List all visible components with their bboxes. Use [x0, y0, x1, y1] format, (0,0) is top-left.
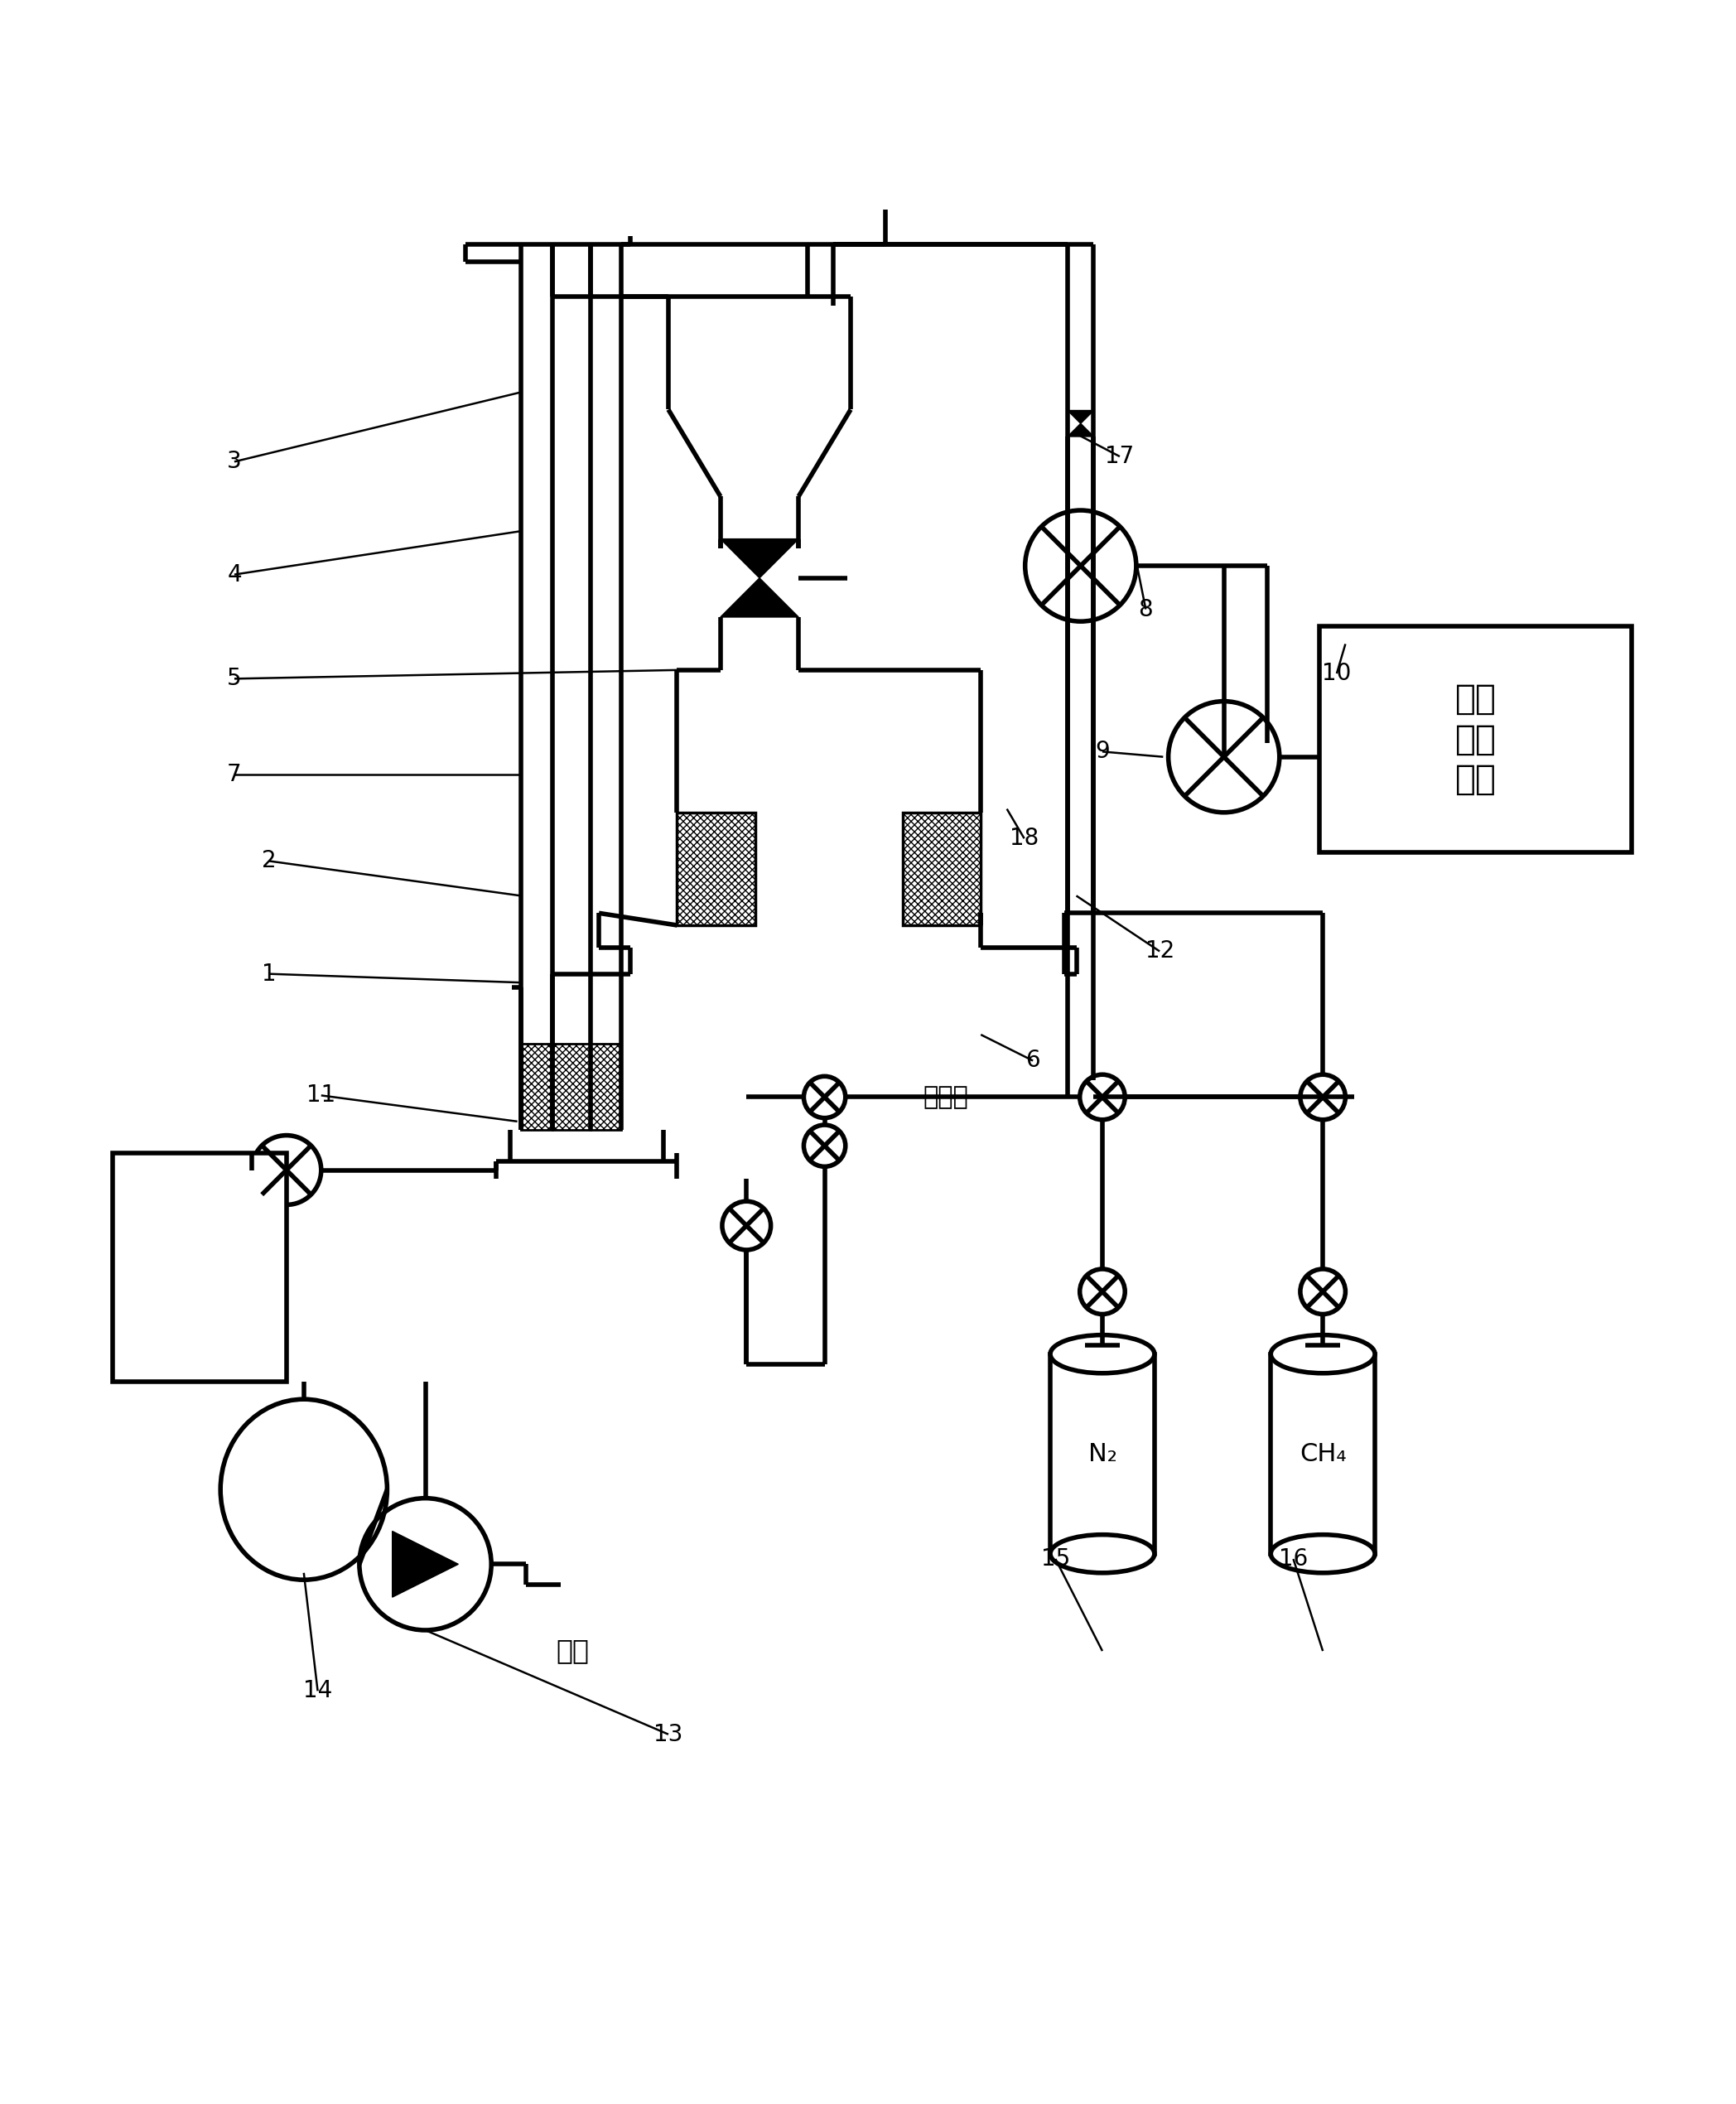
Text: 12: 12 [1146, 940, 1174, 964]
Text: 13: 13 [654, 1723, 682, 1746]
Text: 9: 9 [1095, 741, 1109, 764]
Text: 10: 10 [1323, 663, 1351, 686]
Polygon shape [1068, 410, 1094, 423]
Text: 15: 15 [1042, 1546, 1069, 1570]
Text: 11: 11 [307, 1084, 335, 1107]
Bar [521, 1044, 552, 1130]
Text: 5: 5 [227, 667, 241, 690]
Bar [903, 812, 981, 926]
Text: 2: 2 [262, 850, 276, 873]
Polygon shape [1068, 423, 1094, 436]
Bar [677, 812, 755, 926]
Bar [590, 1044, 621, 1130]
Text: 6: 6 [1026, 1050, 1040, 1073]
Polygon shape [392, 1532, 458, 1597]
Polygon shape [720, 539, 799, 579]
Text: 16: 16 [1279, 1546, 1307, 1570]
Ellipse shape [1050, 1336, 1154, 1374]
Ellipse shape [1271, 1534, 1375, 1574]
Bar [113, 1153, 286, 1382]
Ellipse shape [1271, 1336, 1375, 1374]
Text: 空气: 空气 [556, 1637, 590, 1664]
Bar [1271, 1355, 1375, 1553]
Text: 8: 8 [1139, 598, 1153, 621]
Text: 热能
利用
装置: 热能 利用 装置 [1455, 682, 1496, 797]
Text: 18: 18 [1010, 827, 1038, 850]
Text: N₂: N₂ [1088, 1441, 1116, 1466]
Polygon shape [720, 579, 799, 616]
Text: 14: 14 [304, 1679, 332, 1702]
Text: 17: 17 [1106, 444, 1134, 467]
Bar [552, 1044, 590, 1130]
Text: 1: 1 [262, 962, 276, 985]
Text: CH₄: CH₄ [1299, 1441, 1347, 1466]
Text: 4: 4 [227, 564, 241, 587]
Bar [1050, 1355, 1154, 1553]
Text: 3: 3 [227, 450, 241, 473]
Ellipse shape [1050, 1534, 1154, 1574]
Text: 水蒸汽: 水蒸汽 [924, 1086, 969, 1109]
Text: 7: 7 [227, 762, 241, 785]
Bar [1319, 627, 1632, 852]
